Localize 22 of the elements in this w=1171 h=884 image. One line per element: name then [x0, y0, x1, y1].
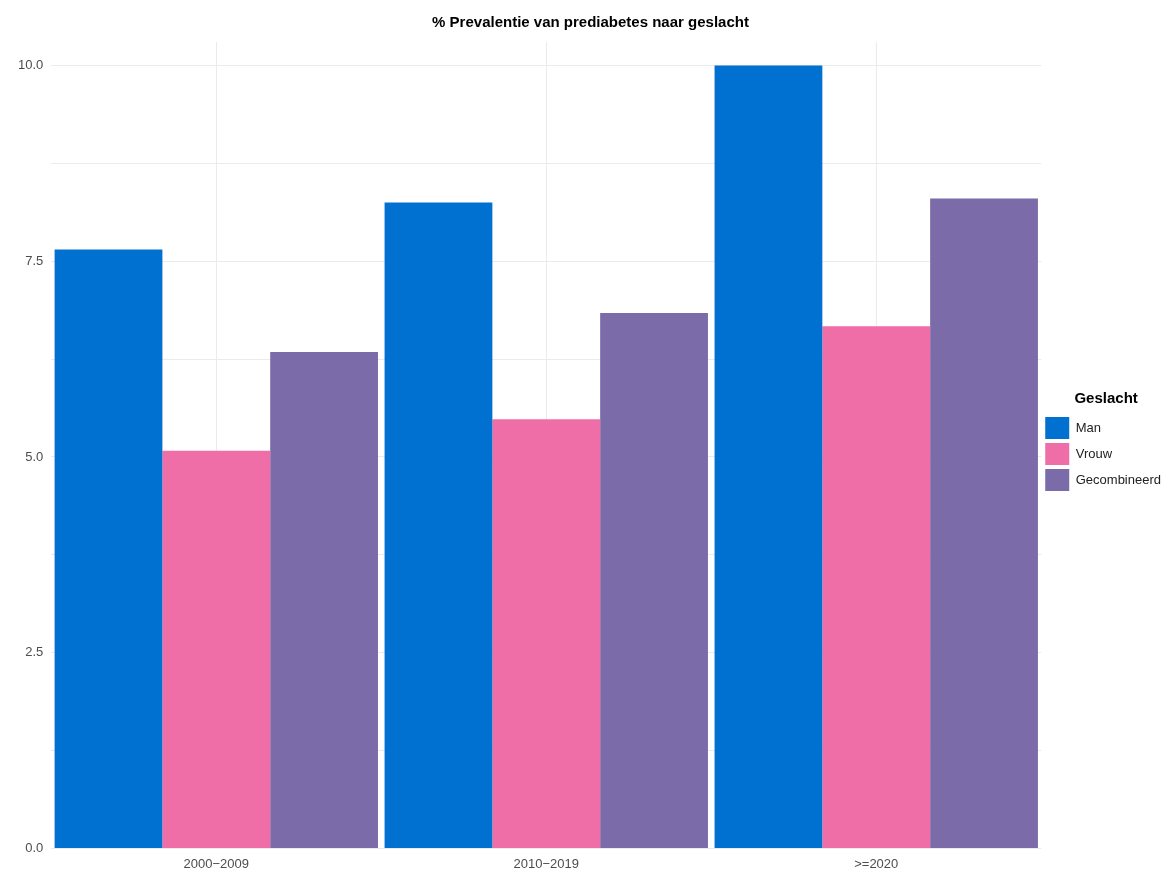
bar [822, 326, 931, 848]
y-tick-label: 0.0 [25, 839, 44, 855]
y-tick-label: 2.5 [25, 644, 44, 660]
x-tick-label: 2000−2009 [183, 855, 250, 871]
legend-title: Geslacht [1074, 388, 1138, 406]
x-tick-label: 2010−2019 [513, 855, 579, 871]
bar [714, 65, 823, 848]
legend-label: Vrouw [1075, 445, 1113, 461]
y-tick-label: 7.5 [25, 252, 44, 268]
bar [492, 419, 601, 848]
bar [930, 198, 1038, 848]
bar [162, 450, 271, 848]
y-tick-label: 5.0 [25, 448, 44, 464]
bar [54, 249, 163, 848]
legend-label: Man [1075, 419, 1102, 435]
bar [600, 312, 708, 848]
y-tick-label: 10.0 [17, 57, 44, 73]
x-tick-label: >=2020 [854, 855, 899, 871]
bar [270, 352, 378, 848]
bar [384, 202, 493, 848]
legend-label: Gecombineerd [1075, 471, 1162, 487]
chart-title: % Prevalentie van prediabetes naar geslacht [432, 13, 749, 31]
